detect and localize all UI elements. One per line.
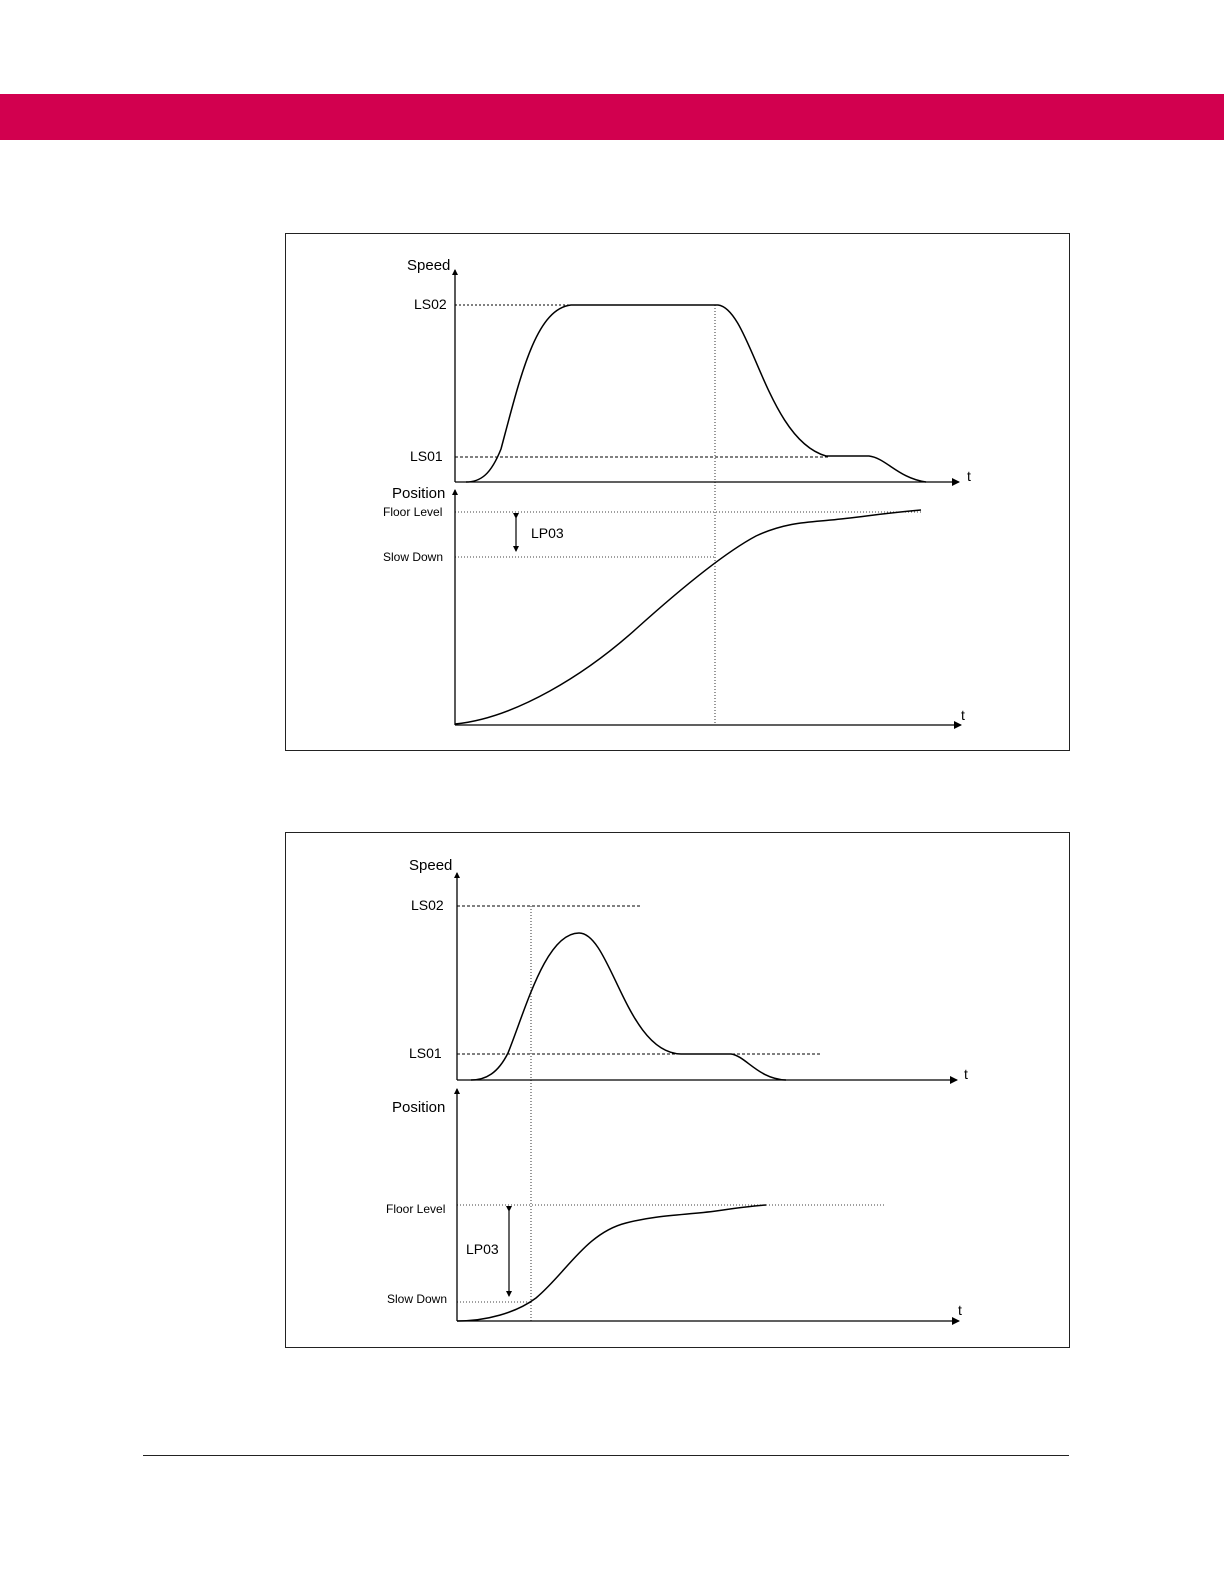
speed-curve <box>470 932 787 1081</box>
position-t-label: t <box>958 1302 962 1318</box>
ls02-label: LS02 <box>411 897 444 913</box>
position-axis-label: Position <box>392 1099 445 1116</box>
figure-bottom: Speed LS02 LS01 t Position Floor Level S… <box>285 832 1070 1348</box>
speed-curve <box>465 304 927 483</box>
footer-rule <box>143 1455 1069 1456</box>
position-axis-label: Position <box>392 485 445 502</box>
ls01-label: LS01 <box>410 448 443 464</box>
speed-t-label: t <box>964 1066 968 1082</box>
lp03-label: LP03 <box>531 525 564 541</box>
figure-bottom-diagram: Speed LS02 LS01 t Position Floor Level S… <box>386 857 968 1325</box>
figure-top: Speed LS02 LS01 t Position Floor Level S… <box>285 233 1070 751</box>
speed-t-label: t <box>967 468 971 484</box>
floor-level-label: Floor Level <box>383 505 442 519</box>
position-t-label: t <box>961 707 965 723</box>
figure-top-diagram: Speed LS02 LS01 t Position Floor Level S… <box>383 257 971 729</box>
speed-axis-label: Speed <box>407 257 450 274</box>
slow-down-label: Slow Down <box>387 1292 447 1306</box>
speed-axis-label: Speed <box>409 857 452 874</box>
ls01-label: LS01 <box>409 1045 442 1061</box>
position-curve <box>454 509 922 725</box>
ls02-label: LS02 <box>414 296 447 312</box>
slow-down-label: Slow Down <box>383 550 443 564</box>
lp03-label: LP03 <box>466 1241 499 1257</box>
floor-level-label: Floor Level <box>386 1202 445 1216</box>
header-bar <box>0 94 1224 140</box>
position-curve <box>456 1204 767 1322</box>
